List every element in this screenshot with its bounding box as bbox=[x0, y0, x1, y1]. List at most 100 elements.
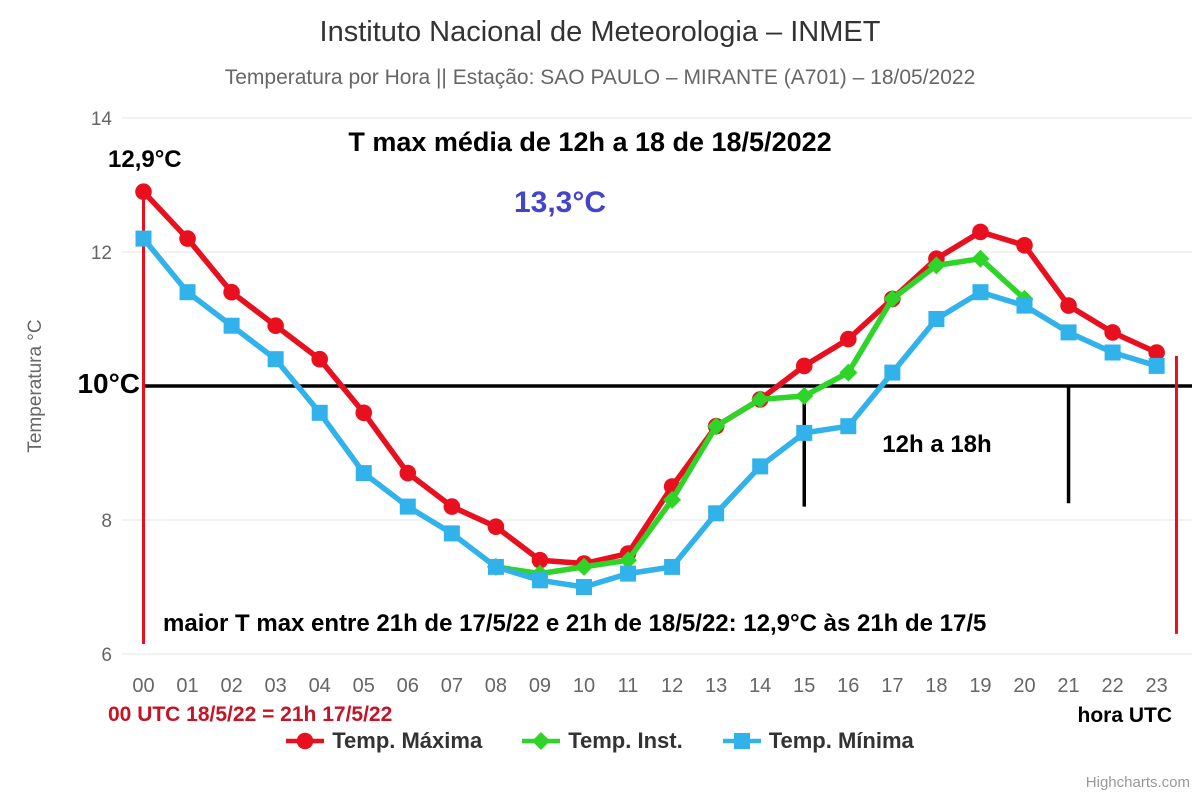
data-point bbox=[972, 223, 989, 241]
data-point bbox=[663, 490, 682, 509]
y-tick-label: 6 bbox=[101, 645, 112, 666]
data-point bbox=[795, 387, 814, 406]
reference-line-label: 10°C bbox=[77, 368, 140, 399]
tmax-media-value: 13,3°C bbox=[513, 186, 607, 219]
legend-marker-circle-icon bbox=[286, 732, 325, 750]
x-tick-label: 15 bbox=[793, 675, 815, 697]
first-point-annotation: 12,9°C bbox=[108, 146, 182, 173]
x-tick-label: 16 bbox=[837, 675, 859, 697]
legend-item-temp-m-xima[interactable]: Temp. Máxima bbox=[286, 728, 482, 754]
data-point bbox=[531, 551, 549, 569]
data-point bbox=[707, 417, 726, 436]
data-point bbox=[1104, 344, 1121, 361]
x-tick-label: 10 bbox=[573, 675, 595, 697]
data-point bbox=[795, 357, 813, 375]
data-point bbox=[884, 364, 901, 381]
data-point bbox=[971, 249, 990, 268]
data-point bbox=[296, 732, 314, 750]
highcharts-credits[interactable]: Highcharts.com bbox=[1085, 774, 1190, 791]
x-tick-label: 02 bbox=[220, 675, 242, 697]
chart-title: Instituto Nacional de Meteorologia – INM… bbox=[319, 16, 881, 48]
x-tick-label: 08 bbox=[485, 675, 507, 697]
data-point bbox=[487, 518, 505, 535]
data-point bbox=[179, 284, 196, 301]
data-point bbox=[1148, 344, 1165, 361]
data-point bbox=[1060, 297, 1077, 314]
x-tick-label: 17 bbox=[881, 675, 903, 697]
series-line bbox=[141, 189, 1158, 567]
legend-label: Temp. Inst. bbox=[568, 728, 683, 753]
data-point bbox=[620, 565, 637, 582]
data-point bbox=[1016, 237, 1033, 254]
x-tick-label: 05 bbox=[353, 675, 375, 697]
y-tick-label: 12 bbox=[91, 243, 112, 264]
data-point bbox=[840, 330, 857, 348]
data-point bbox=[135, 183, 152, 200]
legend-marker-diamond-icon bbox=[522, 732, 561, 750]
utc-note: 00 UTC 18/5/22 = 21h 17/5/22 bbox=[108, 703, 393, 726]
data-point bbox=[733, 733, 750, 749]
tmax-media-annotation: T max média de 12h a 18 de 18/5/2022 bbox=[348, 127, 832, 157]
x-axis-unit-label: hora UTC bbox=[1077, 704, 1173, 727]
data-point bbox=[883, 289, 902, 308]
x-tick-label: 18 bbox=[925, 675, 947, 697]
data-point bbox=[267, 351, 284, 368]
chart-subtitle: Temperatura por Hora || Estação: SAO PAU… bbox=[224, 66, 976, 89]
data-point bbox=[311, 404, 328, 421]
data-point bbox=[179, 230, 196, 247]
data-point bbox=[1016, 297, 1033, 314]
data-point bbox=[223, 283, 240, 301]
series-temp-m-nima bbox=[135, 230, 1165, 595]
data-point bbox=[355, 465, 372, 482]
data-point bbox=[487, 558, 504, 575]
x-tick-label: 22 bbox=[1101, 675, 1123, 697]
x-tick-label: 00 bbox=[132, 675, 154, 697]
y-tick-label: 8 bbox=[101, 511, 112, 532]
data-point bbox=[972, 284, 989, 301]
x-tick-label: 06 bbox=[397, 675, 419, 697]
data-point bbox=[355, 404, 373, 422]
x-tick-label: 14 bbox=[749, 675, 771, 697]
legend-item-temp-m-nima[interactable]: Temp. Mínima bbox=[722, 728, 914, 754]
bracket-annotation: 12h a 18h bbox=[882, 431, 992, 458]
data-point bbox=[928, 311, 945, 327]
data-point bbox=[1060, 324, 1077, 341]
data-point bbox=[223, 317, 240, 334]
data-point bbox=[399, 464, 417, 482]
data-point bbox=[135, 230, 152, 247]
data-point bbox=[708, 505, 725, 522]
x-tick-label: 20 bbox=[1013, 675, 1035, 697]
series-temp-inst- bbox=[486, 249, 1034, 583]
x-tick-label: 07 bbox=[441, 675, 463, 697]
x-tick-label: 11 bbox=[618, 675, 639, 697]
x-tick-label: 04 bbox=[309, 675, 331, 697]
data-point bbox=[531, 572, 548, 589]
legend-label: Temp. Mínima bbox=[768, 728, 914, 753]
data-point bbox=[751, 390, 770, 409]
x-tick-label: 03 bbox=[265, 675, 287, 697]
series-line bbox=[141, 236, 1158, 590]
x-tick-label: 23 bbox=[1146, 675, 1168, 697]
data-point bbox=[1148, 357, 1165, 374]
x-tick-label: 01 bbox=[176, 675, 198, 697]
series-line bbox=[495, 255, 1027, 577]
legend-item-temp-inst-[interactable]: Temp. Inst. bbox=[522, 728, 683, 754]
bottom-note-annotation: maior T max entre 21h de 17/5/22 e 21h d… bbox=[163, 610, 987, 637]
x-tick-label: 21 bbox=[1057, 675, 1079, 697]
data-point bbox=[532, 732, 551, 750]
legend-label: Temp. Máxima bbox=[332, 728, 483, 753]
data-point bbox=[399, 498, 416, 515]
x-tick-label: 09 bbox=[529, 675, 551, 697]
data-point bbox=[840, 418, 857, 435]
x-tick-label: 19 bbox=[969, 675, 991, 697]
data-point bbox=[575, 557, 593, 576]
data-point bbox=[576, 579, 592, 595]
x-tick-label: 12 bbox=[661, 675, 683, 697]
x-tick-label: 13 bbox=[705, 675, 727, 697]
data-point bbox=[839, 363, 858, 382]
legend-marker-square-icon bbox=[722, 733, 761, 749]
chart-legend: Temp. Máxima Temp. Inst. Temp. Mínima bbox=[0, 728, 1200, 754]
data-point bbox=[1104, 324, 1121, 341]
